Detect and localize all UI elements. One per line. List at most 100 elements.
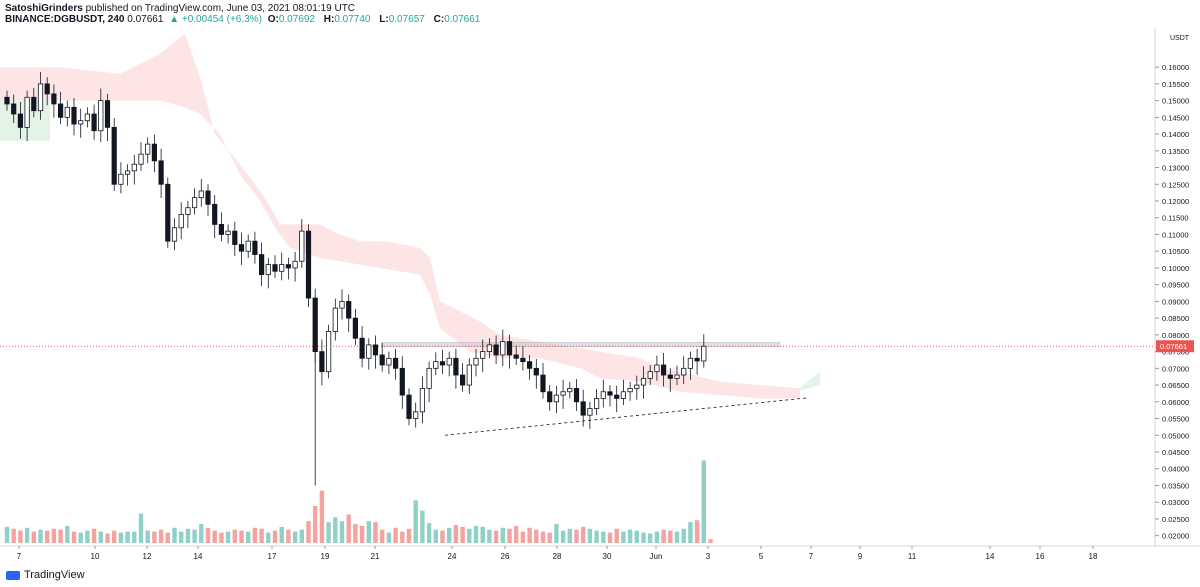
volume-bar (574, 529, 579, 543)
chart-area[interactable]: USDT 0.16000 0.15500 0.15000 0.14500 0.14000 0… (0, 28, 1200, 561)
tradingview-logo[interactable]: TradingView (6, 569, 85, 581)
volume-bar (125, 531, 130, 543)
volume-bar (286, 529, 291, 543)
candle (567, 381, 573, 399)
candle-body (667, 374, 673, 379)
volume-bar (152, 531, 157, 543)
candle-body (694, 357, 700, 362)
candle-body (446, 357, 452, 366)
last-price: 0.07661 (127, 14, 164, 25)
volume-bar (319, 490, 325, 543)
candle-body (305, 230, 312, 299)
candle (232, 221, 238, 256)
volume-bar (333, 517, 338, 543)
volume-bar (112, 530, 117, 543)
candle (58, 91, 64, 125)
candle (533, 358, 539, 389)
candle (540, 362, 546, 399)
candle (486, 338, 493, 359)
volume-bar (406, 528, 412, 543)
candle-body (158, 160, 164, 185)
candle-body (466, 364, 472, 386)
candle-body (533, 367, 539, 376)
volume-bar (473, 525, 479, 543)
candle (118, 162, 124, 194)
volume-bar (366, 521, 371, 543)
candle (553, 385, 560, 414)
volume-bar (45, 530, 50, 543)
time-tick-label: 11 (908, 552, 917, 561)
price-change: ▲ +0.00454 (+6.3%) (169, 14, 262, 25)
candle (634, 375, 640, 400)
ichimoku-cloud-bullish-right (795, 371, 820, 392)
volume-bar (24, 527, 30, 543)
price-tick-label: 0.15000 (1162, 97, 1189, 106)
chart-header: SatoshiGrinders published on TradingView… (0, 0, 1200, 28)
volume-bar (681, 528, 686, 543)
tradingview-logo-icon (6, 570, 20, 580)
candle-body (681, 367, 687, 376)
candle (372, 335, 379, 369)
candle (64, 100, 70, 127)
candle (104, 93, 111, 142)
candle (573, 379, 580, 411)
candle (453, 348, 459, 389)
publisher-name[interactable]: SatoshiGrinders (5, 3, 83, 14)
price-tick-label: 0.04500 (1162, 448, 1189, 457)
price-tick-label: 0.08000 (1162, 331, 1189, 340)
candle (138, 142, 144, 171)
volume-bar (118, 532, 124, 543)
last-price-tag (1156, 340, 1194, 353)
publish-line: SatoshiGrinders published on TradingView… (5, 3, 358, 14)
volume-bar (71, 531, 77, 543)
volume-bar (607, 532, 613, 543)
candle-body (171, 227, 178, 242)
candle (145, 137, 151, 164)
candle-body (661, 364, 667, 376)
volume-bar (266, 532, 271, 543)
candle (701, 334, 707, 368)
volume-bar (346, 514, 351, 543)
volume-bar (239, 530, 244, 543)
candle (292, 251, 298, 282)
candle (84, 107, 90, 128)
price-tick-label: 0.09500 (1162, 281, 1189, 290)
volume-bar (299, 529, 304, 543)
volume-bar (199, 524, 204, 543)
volume-bar (65, 525, 70, 543)
candle (165, 177, 171, 248)
candle-body (252, 240, 258, 255)
candle (493, 335, 499, 364)
candle-body (687, 357, 694, 369)
candle (325, 324, 332, 379)
candle (198, 178, 204, 207)
time-tick-label: 24 (448, 552, 457, 561)
candle (607, 385, 613, 407)
candle (285, 257, 292, 280)
candle-body (614, 394, 620, 399)
symbol-name[interactable]: BINANCE:DGBUSDT, (5, 14, 105, 25)
volume-bar (58, 529, 63, 543)
candle-body (84, 113, 90, 122)
price-chart[interactable]: USDT 0.16000 0.15500 0.15000 0.14500 0.14000 0… (0, 28, 1200, 568)
volume-bar (132, 531, 137, 543)
open-value: 0.07692 (278, 14, 315, 25)
volume-bar (641, 532, 646, 543)
candle-body (232, 230, 238, 245)
volume-bar (158, 529, 164, 543)
volume-bar (172, 527, 177, 543)
candle (527, 354, 533, 380)
candle-body (379, 354, 385, 366)
candle-body (272, 264, 278, 272)
candle-body (701, 345, 707, 362)
candle (614, 385, 620, 413)
candle-body (37, 83, 44, 112)
candle (111, 118, 117, 191)
candle (392, 348, 399, 380)
volume-bar (460, 526, 465, 543)
candle-body (125, 170, 131, 175)
support-trendline (444, 397, 809, 436)
interval-label[interactable]: 240 (107, 14, 125, 25)
volume-bars (4, 460, 713, 543)
candle (647, 364, 653, 386)
